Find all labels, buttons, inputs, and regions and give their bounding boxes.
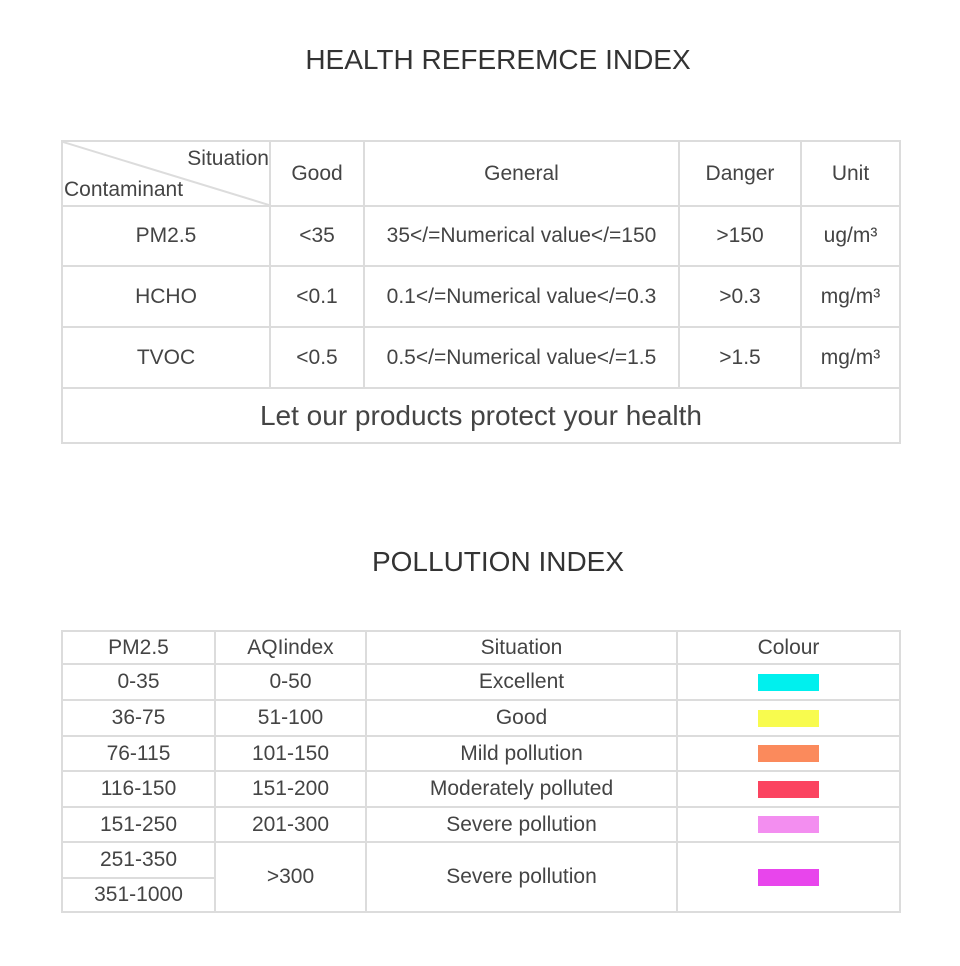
- pm25-range: 76-115: [61, 735, 216, 772]
- column-header: Unit: [800, 140, 901, 207]
- colour-swatch: [758, 780, 819, 798]
- situation: Good: [365, 699, 678, 737]
- column-header: AQIindex: [214, 630, 367, 665]
- situation: Severe pollution: [365, 806, 678, 843]
- column-header: Situation: [365, 630, 678, 665]
- footer-slogan: Let our products protect your health: [61, 387, 901, 444]
- table-cell: PM2.5: [61, 205, 271, 267]
- table-cell: ug/m³: [800, 205, 901, 267]
- colour-swatch: [758, 709, 819, 727]
- pollution-title: POLLUTION INDEX: [371, 546, 625, 577]
- table-cell: >150: [678, 205, 802, 267]
- table-cell: >1.5: [678, 326, 802, 389]
- table-cell: HCHO: [61, 265, 271, 328]
- colour-swatch: [758, 745, 819, 762]
- aqi-range: 101-150: [214, 735, 367, 772]
- aqi-range: >300: [214, 841, 367, 913]
- pm25-range: 251-350: [61, 841, 216, 879]
- pm25-range: 0-35: [61, 663, 216, 701]
- table-cell: 35</=Numerical value</=150: [363, 205, 680, 267]
- table-cell: <0.1: [269, 265, 365, 328]
- aqi-range: 201-300: [214, 806, 367, 843]
- column-header: Colour: [676, 630, 901, 665]
- aqi-range: 151-200: [214, 770, 367, 808]
- table-cell: <35: [269, 205, 365, 267]
- table-cell: 0.1</=Numerical value</=0.3: [363, 265, 680, 328]
- pm25-range: 36-75: [61, 699, 216, 737]
- situation: Moderately polluted: [365, 770, 678, 808]
- colour-cell: [676, 841, 901, 913]
- column-header: Danger: [678, 140, 802, 207]
- column-header: General: [363, 140, 680, 207]
- header-corner: Situation Contaminant: [61, 140, 271, 207]
- colour-swatch: [758, 673, 819, 691]
- table-cell: TVOC: [61, 326, 271, 389]
- situation-label: Situation: [187, 147, 269, 170]
- colour-cell: [676, 699, 901, 737]
- pm25-range: 351-1000: [61, 877, 216, 913]
- contaminant-label: Contaminant: [64, 178, 184, 201]
- table-cell: mg/m³: [800, 326, 901, 389]
- situation: Excellent: [365, 663, 678, 701]
- situation: Mild pollution: [365, 735, 678, 772]
- column-header: PM2.5: [61, 630, 216, 665]
- colour-cell: [676, 806, 901, 843]
- column-header: Good: [269, 140, 365, 207]
- table-cell: >0.3: [678, 265, 802, 328]
- diagonal: [63, 142, 269, 205]
- colour-swatch: [758, 868, 819, 886]
- colour-cell: [676, 770, 901, 808]
- table-cell: <0.5: [269, 326, 365, 389]
- colour-cell: [676, 663, 901, 701]
- table-cell: mg/m³: [800, 265, 901, 328]
- aqi-range: 51-100: [214, 699, 367, 737]
- aqi-range: 0-50: [214, 663, 367, 701]
- situation: Severe pollution: [365, 841, 678, 913]
- pm25-range: 116-150: [61, 770, 216, 808]
- colour-cell: [676, 735, 901, 772]
- health-title: HEALTH REFEREMCE INDEX: [305, 44, 691, 75]
- colour-swatch: [758, 816, 819, 833]
- table-cell: 0.5</=Numerical value</=1.5: [363, 326, 680, 389]
- pm25-range: 151-250: [61, 806, 216, 843]
